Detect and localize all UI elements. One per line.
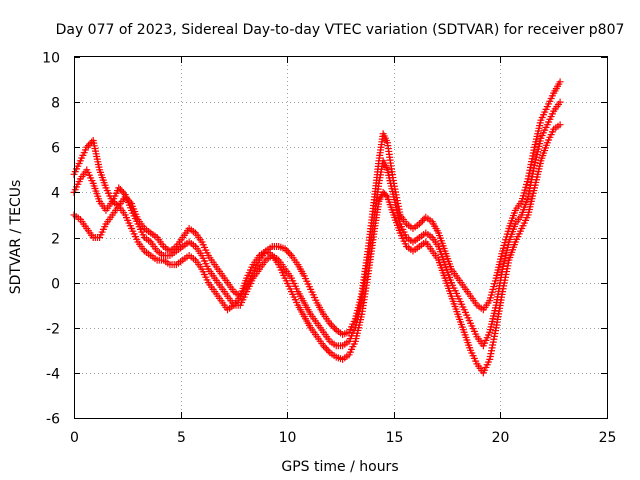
data-point-trace: [284, 248, 292, 256]
y-tick-label: -6: [46, 412, 60, 428]
y-axis-label: SDTVAR / TECUs: [8, 180, 24, 295]
data-point-trace: [331, 324, 339, 332]
y-tick-label: 0: [51, 277, 60, 293]
data-point: [83, 143, 91, 151]
data-point-trace: [417, 218, 425, 226]
y-tick-label: 4: [51, 186, 60, 202]
data-point: [415, 220, 423, 228]
data-point: [556, 98, 564, 106]
data-point-trace: [286, 250, 294, 258]
chart-title: Day 077 of 2023, Sidereal Day-to-day VTE…: [56, 22, 625, 38]
y-tick-label: 8: [51, 96, 60, 112]
data-point-trace: [120, 189, 128, 197]
y-tick-label: 10: [42, 51, 60, 67]
y-tick-label: 2: [51, 232, 60, 248]
data-point-trace: [382, 191, 390, 199]
data-point-trace: [86, 140, 94, 148]
x-tick-label: 15: [386, 430, 404, 446]
data-point: [326, 319, 334, 327]
data-point-trace: [283, 246, 291, 254]
data-point: [556, 78, 564, 86]
data-point-trace: [323, 345, 331, 353]
y-tick-label: -2: [46, 322, 60, 338]
data-point-trace: [324, 347, 332, 355]
data-point: [556, 121, 564, 129]
data-marks: [70, 78, 564, 377]
data-point-trace: [118, 187, 126, 195]
data-point-trace: [419, 217, 427, 225]
y-tick-label: 6: [51, 141, 60, 157]
y-tick-label: -4: [46, 367, 60, 383]
axis-ticks: [74, 57, 608, 419]
x-tick-label: 5: [177, 430, 186, 446]
x-tick-label: 10: [279, 430, 297, 446]
series-track-c: [70, 121, 564, 377]
data-point-trace: [116, 186, 124, 194]
data-point: [281, 245, 289, 253]
data-point: [319, 342, 327, 350]
series-track-a: [70, 78, 564, 339]
x-tick-label: 25: [599, 430, 617, 446]
x-tick-label: 20: [492, 430, 510, 446]
plot-frame: [74, 56, 608, 419]
x-tick-label: 0: [70, 430, 79, 446]
tick-labels: 0 5 10 15 20 25 -6 -4 -2 0 2 4 6 8 10: [42, 51, 616, 447]
data-point-trace: [329, 323, 337, 331]
data-point-trace: [327, 321, 335, 329]
data-point: [115, 184, 123, 192]
data-point-trace: [84, 142, 92, 150]
data-point-trace: [321, 343, 329, 351]
x-axis-label: GPS time / hours: [281, 459, 398, 475]
